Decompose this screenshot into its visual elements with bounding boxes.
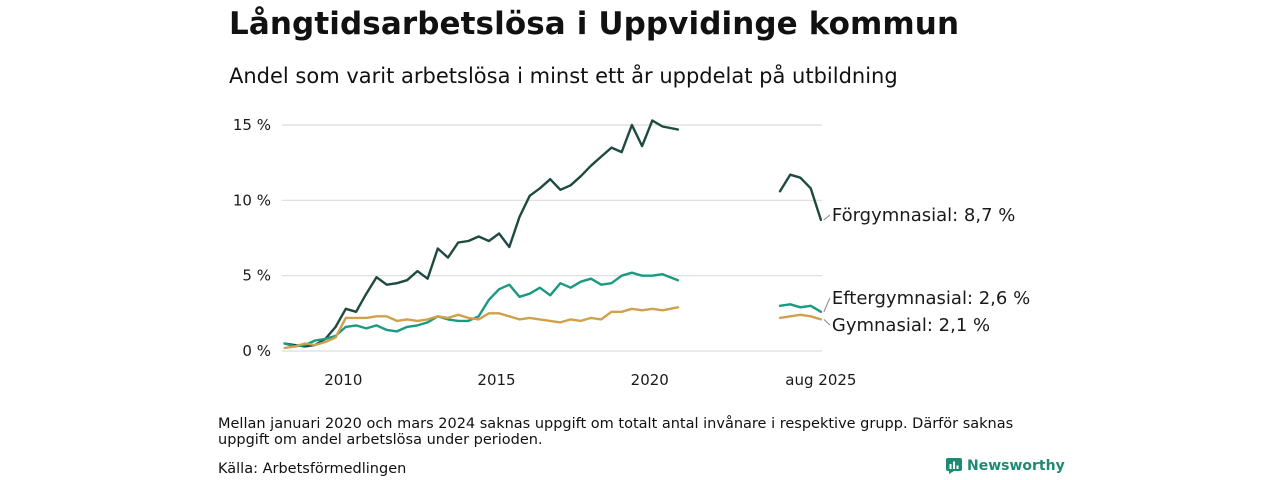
x-tick-label: 2020 [631,371,669,389]
x-tick-label: 2015 [477,371,515,389]
x-axis-ticks: 2010 2015 2020 aug 2025 [324,371,856,389]
end-label-gymnasial: Gymnasial: 2,1 % [832,315,990,336]
chart-title: Långtidsarbetslösa i Uppvidinge kommun [229,6,960,42]
y-tick-label: 0 % [242,342,271,360]
gridlines [282,124,822,352]
end-label-eftergymnasial: Eftergymnasial: 2,6 % [832,288,1030,309]
line-chart: 0 % 5 % 10 % 15 % 2010 2015 2020 aug 2025 Förg… [233,116,1030,389]
leader-line [823,318,831,326]
source-credit: Källa: Arbetsförmedlingen [218,461,407,477]
brand-name: Newsworthy [967,458,1065,474]
series-line-gymnasial [283,306,823,350]
leader-line [823,214,831,221]
y-tick-label: 5 % [242,267,271,285]
chart-subtitle: Andel som varit arbetslösa i minst ett å… [229,64,898,88]
end-label-förgymnasial: Förgymnasial: 8,7 % [832,205,1016,226]
y-tick-label: 10 % [233,191,271,209]
series-end-labels: Förgymnasial: 8,7 % Eftergymnasial: 2,6 %… [823,205,1030,336]
series-lines [283,119,823,350]
x-tick-label: 2010 [324,371,362,389]
x-tick-label: aug 2025 [785,371,856,389]
brand-logo[interactable]: Newsworthy [946,458,1065,474]
series-line-förgymnasial [283,119,823,348]
newsworthy-logo-icon [946,458,962,474]
leader-line [823,297,831,313]
footnote: Mellan januari 2020 och mars 2024 saknas… [218,416,1014,448]
y-axis-ticks: 0 % 5 % 10 % 15 % [233,116,271,360]
series-line-eftergymnasial [283,271,823,348]
y-tick-label: 15 % [233,116,271,134]
